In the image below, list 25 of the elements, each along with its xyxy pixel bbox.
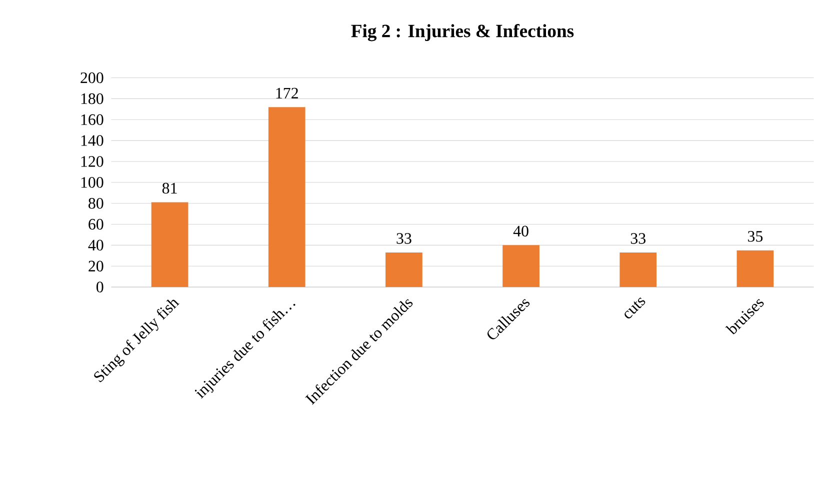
bar <box>151 202 188 287</box>
y-tick-label: 120 <box>81 156 104 167</box>
y-tick-label: 100 <box>81 176 104 188</box>
x-tick-label: cuts <box>624 297 646 318</box>
y-tick-label: 160 <box>81 114 104 125</box>
bar <box>386 252 422 287</box>
data-label: 35 <box>748 230 763 242</box>
bar <box>268 106 306 287</box>
y-tick-label: 140 <box>81 135 104 146</box>
data-label: 33 <box>630 232 646 244</box>
bar <box>502 245 540 287</box>
y-tick-label: 20 <box>88 260 104 272</box>
data-label: 40 <box>513 226 528 236</box>
data-label: 172 <box>276 88 298 98</box>
chart-title: Fig 2 : Injuries & Infections <box>351 24 574 42</box>
y-tick-label: 0 <box>96 282 104 292</box>
y-tick-label: 80 <box>88 198 104 209</box>
bar <box>620 252 657 287</box>
bar <box>736 250 774 287</box>
y-tick-label: 40 <box>88 240 104 250</box>
data-label: 81 <box>162 182 177 194</box>
y-tick-label: 200 <box>80 72 104 84</box>
y-tick-label: 60 <box>88 218 104 230</box>
data-label: 33 <box>396 232 412 244</box>
y-tick-label: 180 <box>81 93 104 104</box>
